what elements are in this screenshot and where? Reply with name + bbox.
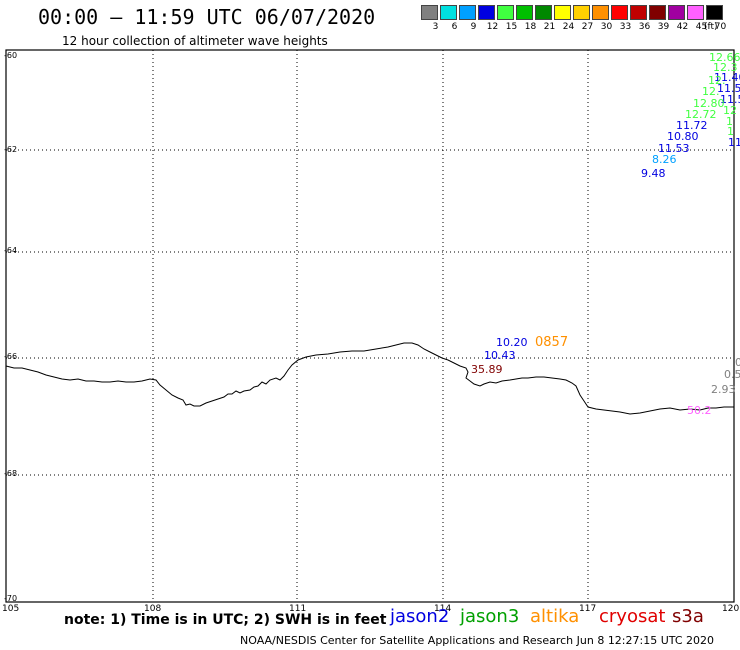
- legend-swatch-label: 9: [470, 22, 477, 32]
- legend-swatch: [649, 5, 666, 20]
- legend-swatch: [630, 5, 647, 20]
- legend-swatch-label: 70: [714, 22, 727, 32]
- lat-label: -68: [4, 469, 18, 478]
- wave-height-label: 12.66: [709, 51, 740, 64]
- legend-swatch-label: 42: [676, 22, 689, 32]
- wave-height-label: 12: [723, 104, 737, 117]
- legend-swatch-label: 27: [581, 22, 594, 32]
- legend-swatch: [668, 5, 685, 20]
- legend-swatch-label: 45: [695, 22, 708, 32]
- wave-height-label: 11: [728, 136, 740, 149]
- legend-swatch-label: 21: [543, 22, 556, 32]
- legend-swatch-label: 12: [486, 22, 499, 32]
- legend-swatch: [611, 5, 628, 20]
- lat-label: -62: [4, 145, 18, 154]
- wave-height-label: 8.26: [652, 153, 677, 166]
- legend-unit: (ft): [704, 22, 718, 32]
- wave-height-label: 9.48: [641, 167, 666, 180]
- satellite-legend-jason3: jason3: [460, 606, 520, 627]
- legend-swatch: [421, 5, 438, 20]
- color-legend: 3 6 9 12 15 18 21 24 27 30 33 36 39 42 45 70: [421, 5, 727, 35]
- wave-height-label: 11.72: [676, 119, 708, 132]
- legend-swatch-label: 15: [505, 22, 518, 32]
- wave-height-label: 1: [726, 115, 733, 128]
- wave-height-label: 0857: [535, 335, 569, 350]
- wave-height-label: 35.89: [471, 363, 503, 376]
- legend-swatch: [459, 5, 476, 20]
- satellite-legend-cryosat: cryosat: [599, 606, 666, 627]
- satellite-legend-s3a: s3a: [672, 606, 704, 627]
- map-frame: [5, 49, 735, 603]
- lon-label: 117: [579, 604, 597, 614]
- legend-swatch-label: 6: [451, 22, 458, 32]
- legend-swatch-label: 24: [562, 22, 575, 32]
- satellite-legend-altika: altika: [530, 606, 580, 627]
- wave-height-label: 12.: [702, 85, 720, 98]
- legend-swatch: [706, 5, 723, 20]
- lon-label: 120: [722, 604, 740, 614]
- legend-swatch: [592, 5, 609, 20]
- legend-swatch: [516, 5, 533, 20]
- lon-label: 114: [434, 604, 452, 614]
- legend-swatch-label: 36: [638, 22, 651, 32]
- legend-swatch: [687, 5, 704, 20]
- lon-label: 108: [144, 604, 162, 614]
- wave-height-label: 50.2: [687, 404, 712, 417]
- wave-height-label: 0.5: [724, 368, 740, 381]
- legend-swatch-label: 18: [524, 22, 537, 32]
- legend-swatch-label: 3: [432, 22, 439, 32]
- legend-swatch: [440, 5, 457, 20]
- wave-height-label: 2.93: [711, 383, 736, 396]
- legend-swatch-label: 30: [600, 22, 613, 32]
- legend-swatch-label: 33: [619, 22, 632, 32]
- wave-height-label: 1: [727, 125, 734, 138]
- coastline: [5, 342, 734, 415]
- wave-height-label: 10.43: [484, 349, 516, 362]
- legend-swatch: [478, 5, 495, 20]
- lat-label: -66: [4, 352, 18, 361]
- legend-swatch-label: 39: [657, 22, 670, 32]
- wave-height-label: 12.80: [693, 97, 725, 110]
- wave-height-label: 12.3: [713, 61, 738, 74]
- page-title: 00:00 – 11:59 UTC 06/07/2020: [38, 5, 376, 29]
- wave-height-label: 11.5: [720, 93, 740, 106]
- wave-height-label: 10.20: [496, 336, 528, 349]
- legend-swatch: [497, 5, 514, 20]
- legend-swatch: [535, 5, 552, 20]
- wave-height-label: 11.5: [717, 82, 740, 95]
- wave-height-label: 12.: [708, 74, 726, 87]
- lon-label: 111: [289, 604, 307, 614]
- lat-label: -60: [4, 51, 18, 60]
- lat-label: -64: [4, 246, 18, 255]
- credit-line: NOAA/NESDIS Center for Satellite Applica…: [240, 634, 715, 647]
- wave-height-label: 11.53: [658, 142, 690, 155]
- wave-height-label: 12.72: [685, 108, 717, 121]
- graticule: [6, 50, 734, 602]
- legend-swatch: [554, 5, 571, 20]
- wave-height-label: 11.40: [714, 71, 740, 84]
- lat-label: -70: [4, 594, 18, 603]
- lon-label: 105: [2, 604, 20, 614]
- page-subtitle: 12 hour collection of altimeter wave hei…: [62, 34, 328, 48]
- wave-height-label: 10.80: [667, 130, 699, 143]
- legend-swatch: [573, 5, 590, 20]
- satellite-legend-jason2: jason2: [390, 606, 450, 627]
- wave-height-label: 0: [735, 356, 740, 369]
- footer-note: note: 1) Time is in UTC; 2) SWH is in fe…: [64, 612, 387, 628]
